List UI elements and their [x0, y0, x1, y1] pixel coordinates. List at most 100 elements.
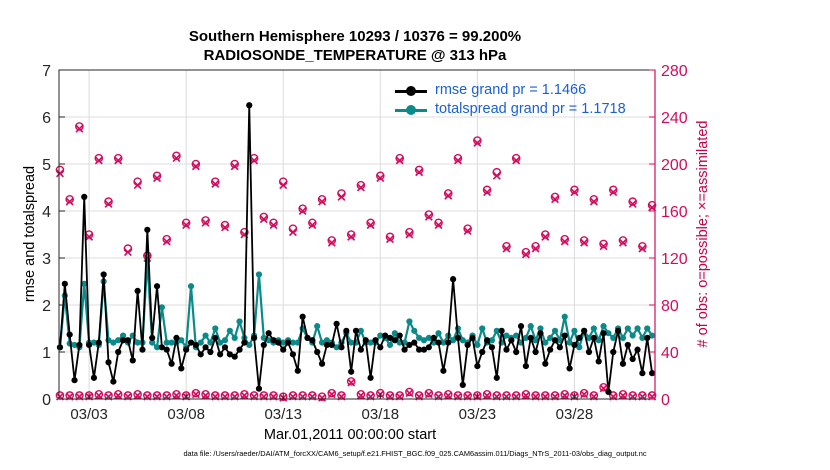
rmse-point: [605, 388, 612, 396]
obs-possible-marker: [356, 180, 366, 190]
totalspread-point: [449, 337, 457, 344]
rmse-point: [309, 337, 316, 344]
obs-possible-marker: [346, 230, 356, 239]
rmse-point: [100, 271, 107, 278]
obs-possible-marker: [463, 391, 472, 400]
obs-possible-marker: [152, 171, 162, 181]
rmse-point: [527, 334, 534, 341]
obs-assimilated-marker: [356, 183, 365, 192]
obs-possible-marker: [618, 389, 628, 399]
obs-assimilated-stroke: [347, 378, 356, 387]
obs-assimilated-stroke: [619, 391, 627, 400]
rmse-point: [513, 348, 520, 356]
obs-possible-marker: [589, 391, 599, 400]
y-tick-label-right: 40: [661, 345, 679, 362]
chart-title: Southern Hemisphere 10293 / 10376 = 99.2…: [188, 28, 522, 45]
obs-assimilated-marker: [211, 180, 220, 188]
obs-possible-marker: [560, 389, 570, 399]
rmse-point: [411, 339, 418, 346]
obs-assimilated-stroke: [182, 221, 191, 230]
obs-assimilated-stroke: [453, 156, 462, 165]
y-tick-label-right: 200: [661, 157, 688, 174]
obs-assimilated-marker: [279, 181, 288, 190]
obs-possible-marker: [172, 389, 181, 399]
obs-assimilated-stroke: [483, 391, 492, 400]
rmse-point: [445, 339, 452, 346]
obs-possible-marker: [414, 165, 424, 175]
rmse-point: [168, 360, 175, 367]
rmse-point: [236, 346, 243, 353]
obs-assimilated-stroke: [153, 174, 162, 183]
obs-assimilated-stroke: [570, 188, 579, 197]
obs-assimilated-marker: [104, 199, 113, 208]
obs-assimilated-stroke: [123, 248, 132, 257]
obs-possible-marker: [628, 197, 637, 206]
obs-possible-marker: [550, 192, 560, 202]
obs-assimilated-stroke: [580, 390, 589, 399]
rmse-point: [396, 332, 403, 339]
obs-assimilated-stroke: [376, 174, 385, 183]
totalspread-point: [386, 341, 394, 349]
obs-possible-marker: [599, 239, 608, 249]
obs-possible-marker: [579, 236, 589, 245]
totalspread-point: [634, 325, 641, 332]
data-series: [56, 102, 656, 396]
obs-assimilated-stroke: [492, 171, 501, 180]
obs-assimilated-marker: [94, 391, 103, 400]
rmse-point: [153, 283, 161, 290]
totalspread-point: [537, 325, 544, 332]
obs-possible-marker: [531, 391, 540, 400]
obs-assimilated-stroke: [560, 391, 569, 400]
obs-assimilated-stroke: [279, 181, 288, 190]
obs-possible-marker: [65, 194, 74, 204]
obs-assimilated-marker: [473, 138, 482, 147]
obs-assimilated-marker: [444, 191, 453, 200]
obs-assimilated-stroke: [211, 180, 220, 188]
rmse-point: [590, 334, 597, 341]
rmse-point: [576, 334, 583, 341]
totalspread-point: [231, 334, 238, 341]
obs-assimilated-marker: [502, 244, 511, 253]
rmse-point: [139, 346, 146, 353]
obs-assimilated-stroke: [541, 232, 550, 241]
obs-possible-marker: [75, 122, 84, 131]
y-axis-label-right: # of obs: o=possible; ×=assimilated: [695, 120, 711, 348]
totalspread-point: [551, 327, 559, 334]
obs-assimilated-marker: [298, 207, 307, 215]
obs-assimilated-marker: [453, 156, 462, 165]
rmse-point: [508, 337, 515, 344]
rmse-point: [542, 360, 549, 367]
obs-assimilated-stroke: [415, 168, 424, 177]
rmse-point: [304, 334, 311, 341]
totalspread-point: [71, 341, 78, 349]
totalspread-point: [474, 341, 481, 349]
obs-possible-marker: [560, 234, 570, 244]
totalspread-point: [90, 339, 98, 346]
obs-possible-marker: [589, 194, 599, 204]
y-tick-label-left: 6: [42, 110, 51, 127]
rmse-point: [362, 337, 369, 344]
obs-assimilated-stroke: [463, 227, 472, 235]
rmse-point: [144, 226, 151, 233]
totalspread-point: [212, 325, 219, 332]
rmse-point: [483, 337, 491, 344]
totalspread-point: [197, 339, 204, 346]
y-tick-label-left: 0: [42, 392, 51, 409]
obs-assimilated-marker: [123, 248, 132, 257]
rmse-point: [595, 358, 602, 365]
obs-assimilated-marker: [619, 391, 627, 400]
obs-possible-marker: [541, 230, 550, 239]
rmse-point: [251, 334, 258, 341]
obs-assimilated-marker: [599, 242, 608, 251]
rmse-point: [255, 385, 263, 392]
obs-assimilated-stroke: [269, 221, 278, 230]
rmse-point: [551, 337, 559, 344]
obs-possible-marker: [143, 391, 152, 400]
rmse-point: [314, 348, 321, 356]
obs-assimilated-stroke: [347, 232, 356, 241]
rmse-point: [459, 381, 466, 388]
obs-assimilated-stroke: [327, 238, 336, 247]
obs-assimilated-marker: [512, 156, 521, 165]
rmse-point: [566, 365, 573, 372]
totalspread-point: [547, 334, 554, 341]
